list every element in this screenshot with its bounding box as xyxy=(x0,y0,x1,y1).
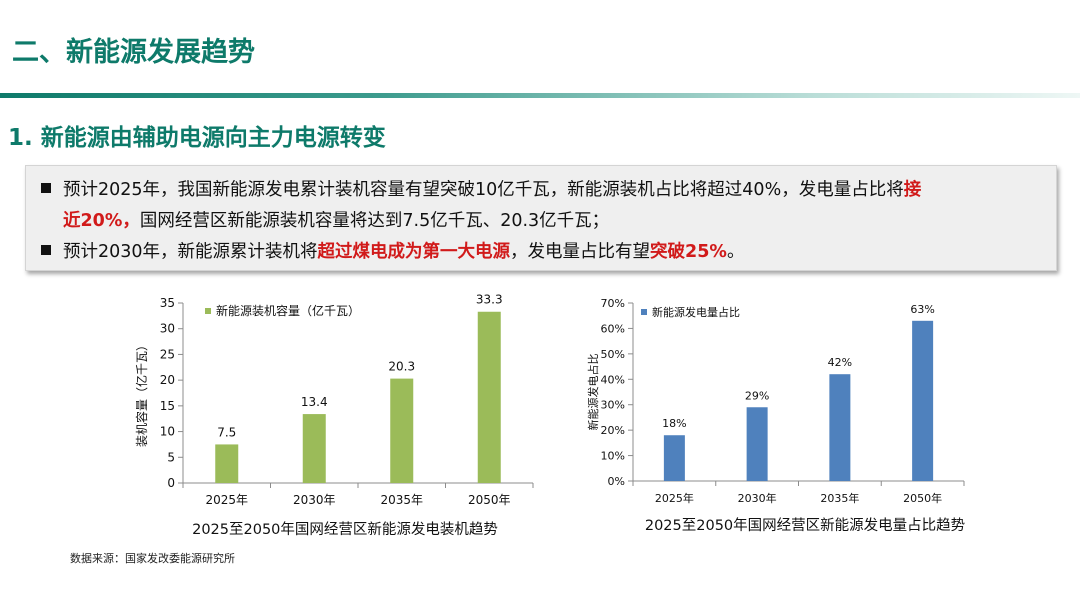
y-tick-label: 20 xyxy=(160,373,175,387)
legend-label: 新能源发电量占比 xyxy=(652,305,740,319)
bar-share-1 xyxy=(746,407,768,481)
y-tick-label: 70% xyxy=(601,297,625,310)
data-label: 20.3 xyxy=(388,360,415,374)
bullet-3-text-c: 。 xyxy=(726,242,745,262)
x-tick-label: 2050年 xyxy=(468,493,511,507)
x-tick-label: 2025年 xyxy=(655,491,694,505)
bullet-square-icon xyxy=(41,183,51,193)
bullet-line-1: 预计2025年，我国新能源发电累计装机容量有望突破10亿千瓦，新能源装机占比将超… xyxy=(41,176,921,201)
y-tick-label: 15 xyxy=(160,399,175,413)
x-tick-label: 2050年 xyxy=(903,491,942,505)
bullet-3-text-a: 预计2030年，新能源累计装机将 xyxy=(63,242,318,262)
y-tick-label: 5 xyxy=(167,450,175,464)
legend-label: 新能源装机容量（亿千瓦） xyxy=(216,303,360,318)
bar-capacity-0 xyxy=(215,444,239,483)
bullet-line-2: 近20%，国网经营区新能源装机容量将达到7.5亿千瓦、20.3亿千瓦； xyxy=(63,207,609,232)
y-tick-label: 0% xyxy=(608,475,625,488)
bullet-3-text-b: ，发电量占比有望 xyxy=(510,242,651,262)
data-label: 63% xyxy=(910,303,934,316)
data-label: 42% xyxy=(828,356,852,369)
y-tick-label: 30 xyxy=(160,322,175,336)
y-tick-label: 25 xyxy=(160,347,175,361)
data-label: 7.5 xyxy=(217,425,236,439)
page-title: 二、新能源发展趋势 xyxy=(12,37,255,68)
bullet-1-text: 预计2025年，我国新能源发电累计装机容量有望突破10亿千瓦，新能源装机占比将超… xyxy=(63,180,904,200)
legend-swatch xyxy=(641,309,647,315)
y-tick-label: 20% xyxy=(601,424,625,437)
section-subtitle: 1. 新能源由辅助电源向主力电源转变 xyxy=(8,125,386,151)
bullet-2-highlight: 近20%， xyxy=(63,211,140,231)
data-label: 33.3 xyxy=(476,293,503,307)
legend-swatch xyxy=(205,308,211,314)
data-label: 13.4 xyxy=(301,395,328,409)
y-tick-label: 40% xyxy=(601,373,625,386)
bullet-square-icon xyxy=(41,245,51,255)
y-tick-label: 50% xyxy=(601,348,625,361)
bar-capacity-1 xyxy=(302,414,326,483)
x-tick-label: 2030年 xyxy=(293,493,336,507)
x-tick-label: 2035年 xyxy=(820,491,859,505)
data-source-note: 数据来源：国家发改委能源研究所 xyxy=(70,552,235,565)
title-divider xyxy=(0,93,1080,98)
bar-capacity-2 xyxy=(390,378,414,483)
y-tick-label: 0 xyxy=(167,476,175,490)
bullet-line-3: 预计2030年，新能源累计装机将超过煤电成为第一大电源，发电量占比有望突破25%… xyxy=(41,238,744,263)
chart-title: 2025至2050年国网经营区新能源发电量占比趋势 xyxy=(645,517,965,534)
summary-box: 预计2025年，我国新能源发电累计装机容量有望突破10亿千瓦，新能源装机占比将超… xyxy=(25,165,1057,271)
bullet-3-highlight-2: 突破25% xyxy=(650,242,727,262)
y-tick-label: 35 xyxy=(160,296,175,310)
bar-capacity-3 xyxy=(477,311,501,483)
x-tick-label: 2030年 xyxy=(738,491,777,505)
bullet-3-highlight-1: 超过煤电成为第一大电源 xyxy=(317,242,511,262)
x-tick-label: 2025年 xyxy=(205,493,248,507)
y-tick-label: 10% xyxy=(601,450,625,463)
y-tick-label: 60% xyxy=(601,322,625,335)
y-tick-label: 10 xyxy=(160,425,175,439)
bar-share-3 xyxy=(912,320,934,481)
bullet-2-text: 国网经营区新能源装机容量将达到7.5亿千瓦、20.3亿千瓦； xyxy=(139,211,610,231)
y-axis-title: 装机容量（亿千瓦） xyxy=(134,339,149,447)
data-label: 18% xyxy=(662,417,686,430)
y-axis-title: 新能源发电占比 xyxy=(586,354,600,431)
chart-title: 2025至2050年国网经营区新能源发电装机趋势 xyxy=(192,521,498,538)
x-tick-label: 2035年 xyxy=(380,493,423,507)
bar-share-0 xyxy=(663,435,685,481)
data-label: 29% xyxy=(745,389,769,402)
bar-share-2 xyxy=(829,374,851,481)
bullet-1-highlight: 接 xyxy=(903,180,922,200)
y-tick-label: 30% xyxy=(601,399,625,412)
